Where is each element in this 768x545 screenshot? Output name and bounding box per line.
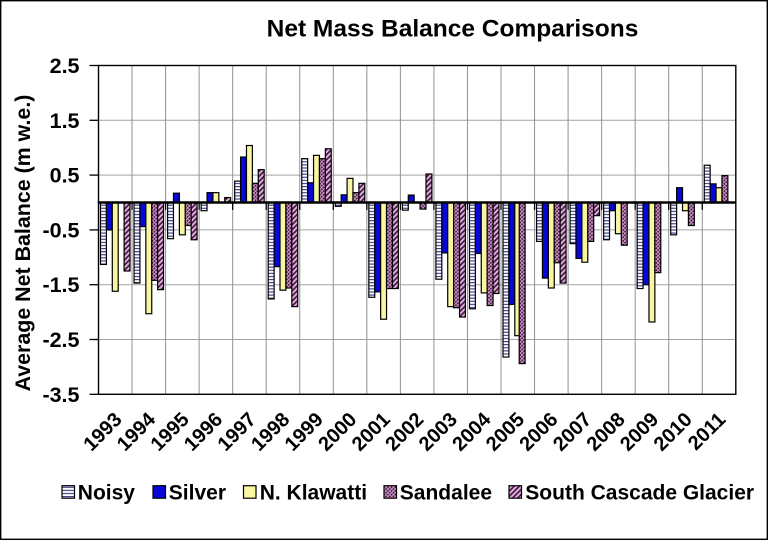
svg-text:South Cascade Glacier: South Cascade Glacier (525, 482, 754, 505)
svg-text:-0.5: -0.5 (42, 218, 79, 242)
svg-text:1.5: 1.5 (50, 109, 80, 133)
svg-text:-2.5: -2.5 (42, 328, 79, 352)
svg-text:N. Klawatti: N. Klawatti (260, 482, 367, 505)
svg-text:-3.5: -3.5 (42, 383, 79, 407)
svg-text:Average Net Balance (m w.e.): Average Net Balance (m w.e.) (11, 95, 35, 392)
svg-text:Net Mass Balance Comparisons: Net Mass Balance Comparisons (267, 16, 639, 43)
svg-text:Silver: Silver (169, 482, 226, 505)
svg-text:0.5: 0.5 (50, 164, 80, 188)
svg-text:Sandalee: Sandalee (400, 482, 492, 505)
svg-text:2.5: 2.5 (50, 54, 80, 78)
svg-text:-1.5: -1.5 (42, 273, 79, 297)
svg-text:Noisy: Noisy (78, 482, 136, 505)
